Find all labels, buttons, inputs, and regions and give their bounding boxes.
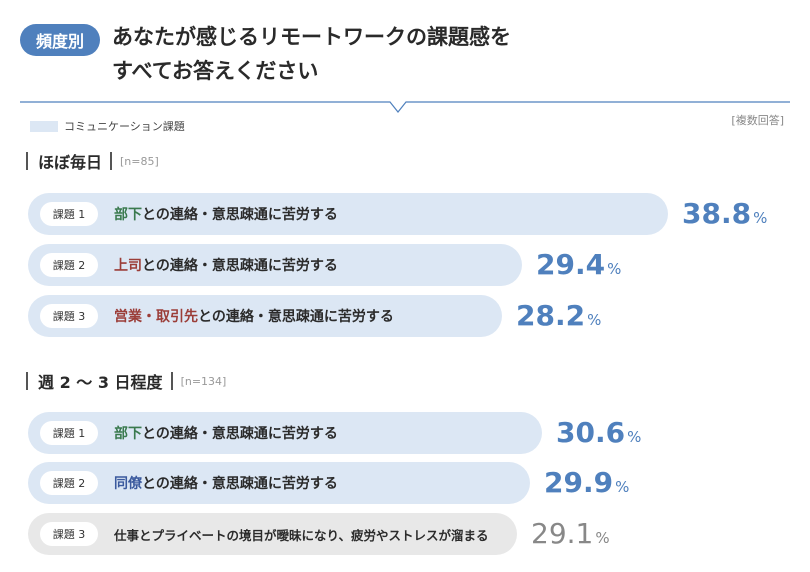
bar-label: 営業・取引先との連絡・意思疎通に苦労する xyxy=(114,306,394,326)
data-value: 29.4 xyxy=(536,248,606,281)
issue-tag: 課題 3 xyxy=(40,522,98,546)
section-bar-left xyxy=(26,372,28,390)
issue-tag: 課題 2 xyxy=(40,253,98,277)
section-title: 週 2 〜 3 日程度 xyxy=(38,373,163,392)
section-bar-left xyxy=(26,152,28,170)
page-title: あなたが感じるリモートワークの課題感を すべてお答えください xyxy=(112,20,752,88)
data-label: 29.9% xyxy=(544,462,629,504)
data-label: 29.4% xyxy=(536,244,621,286)
bar-row: 課題 3 営業・取引先との連絡・意思疎通に苦労する 28.2% xyxy=(28,295,788,337)
bar-row: 課題 1 部下との連絡・意思疎通に苦労する 38.8% xyxy=(28,193,788,235)
data-value: 38.8 xyxy=(682,197,752,230)
category-badge: 頻度別 xyxy=(20,24,100,56)
multiple-answer-note: [複数回答] xyxy=(731,114,784,127)
data-label: 30.6% xyxy=(556,412,641,454)
title-line-2: すべてお答えください xyxy=(112,59,319,83)
bar-label: 仕事とプライベートの境目が曖昧になり、疲労やストレスが溜まる xyxy=(114,525,489,544)
bar-label: 部下との連絡・意思疎通に苦労する xyxy=(114,204,338,224)
bar-label: 上司との連絡・意思疎通に苦労する xyxy=(114,255,338,275)
legend-label: コミュニケーション課題 xyxy=(64,120,185,133)
section-header-weekly: 週 2 〜 3 日程度 [n=134] xyxy=(26,369,226,393)
bar: 課題 1 部下との連絡・意思疎通に苦労する xyxy=(28,193,668,235)
bar-row: 課題 1 部下との連絡・意思疎通に苦労する 30.6% xyxy=(28,412,788,454)
bar-label-rest: との連絡・意思疎通に苦労する xyxy=(142,258,338,274)
bar-label-highlight: 上司 xyxy=(114,258,142,274)
data-unit: % xyxy=(627,428,642,446)
section-header-daily: ほぼ毎日 [n=85] xyxy=(26,149,159,173)
title-line-1: あなたが感じるリモートワークの課題感を xyxy=(112,25,511,49)
data-label: 38.8% xyxy=(682,193,767,235)
bar-row: 課題 2 上司との連絡・意思疎通に苦労する 29.4% xyxy=(28,244,788,286)
data-unit: % xyxy=(607,260,622,278)
bar-label: 部下との連絡・意思疎通に苦労する xyxy=(114,423,338,443)
bar-label-rest: 仕事とプライベートの境目が曖昧になり、疲労やストレスが溜まる xyxy=(114,527,489,543)
sample-size: [n=134] xyxy=(180,374,227,388)
data-value: 30.6 xyxy=(556,416,626,449)
bar: 課題 2 上司との連絡・意思疎通に苦労する xyxy=(28,244,522,286)
bar: 課題 1 部下との連絡・意思疎通に苦労する xyxy=(28,412,542,454)
title-divider xyxy=(20,101,790,113)
bar: 課題 3 営業・取引先との連絡・意思疎通に苦労する xyxy=(28,295,502,337)
bar: 課題 3 仕事とプライベートの境目が曖昧になり、疲労やストレスが溜まる xyxy=(28,513,517,555)
bar-label-highlight: 部下 xyxy=(114,426,142,442)
bar-label: 同僚との連絡・意思疎通に苦労する xyxy=(114,473,338,493)
issue-tag: 課題 2 xyxy=(40,471,98,495)
data-value: 28.2 xyxy=(516,299,586,332)
issue-tag: 課題 3 xyxy=(40,304,98,328)
bar-label-highlight: 同僚 xyxy=(114,476,142,492)
section-bar-right xyxy=(170,372,173,390)
bar: 課題 2 同僚との連絡・意思疎通に苦労する xyxy=(28,462,530,504)
bar-label-rest: との連絡・意思疎通に苦労する xyxy=(198,309,394,325)
bar-row: 課題 3 仕事とプライベートの境目が曖昧になり、疲労やストレスが溜まる 29.1% xyxy=(28,513,788,555)
data-unit: % xyxy=(595,529,610,547)
data-unit: % xyxy=(587,311,602,329)
bar-label-highlight: 営業・取引先 xyxy=(114,309,198,325)
legend-swatch xyxy=(30,120,58,132)
data-value: 29.9 xyxy=(544,466,614,499)
data-label: 29.1% xyxy=(531,513,610,555)
data-unit: % xyxy=(615,478,630,496)
legend: コミュニケーション課題 xyxy=(30,118,185,134)
bar-label-rest: との連絡・意思疎通に苦労する xyxy=(142,426,338,442)
data-label: 28.2% xyxy=(516,295,601,337)
issue-tag: 課題 1 xyxy=(40,202,98,226)
data-unit: % xyxy=(753,209,768,227)
bar-row: 課題 2 同僚との連絡・意思疎通に苦労する 29.9% xyxy=(28,462,788,504)
section-title: ほぼ毎日 xyxy=(38,153,103,172)
data-value: 29.1 xyxy=(531,517,594,550)
section-bar-right xyxy=(110,152,113,170)
issue-tag: 課題 1 xyxy=(40,421,98,445)
bar-label-rest: との連絡・意思疎通に苦労する xyxy=(142,476,338,492)
bar-label-highlight: 部下 xyxy=(114,207,142,223)
bar-label-rest: との連絡・意思疎通に苦労する xyxy=(142,207,338,223)
sample-size: [n=85] xyxy=(120,154,159,168)
